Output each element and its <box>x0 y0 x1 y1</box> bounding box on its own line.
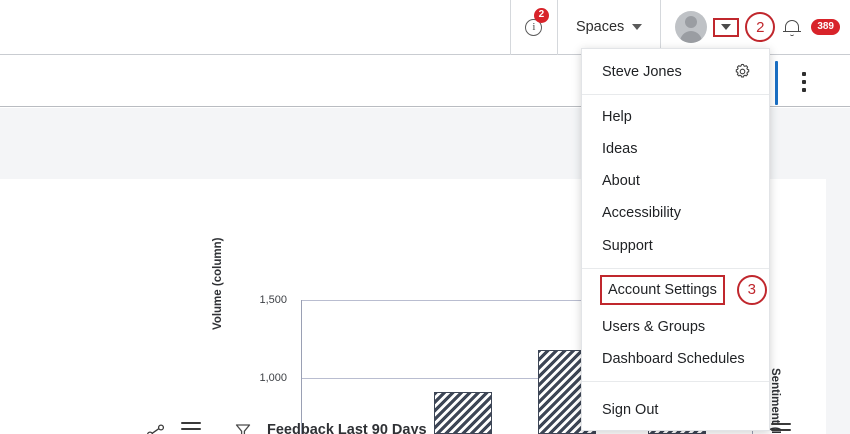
header-divider-left <box>509 0 511 55</box>
bar-1[interactable] <box>434 392 492 434</box>
menu-user-name: Steve Jones <box>602 63 682 80</box>
menu-group-bottom: Sign Out <box>582 388 769 426</box>
filter-icon[interactable] <box>234 422 252 434</box>
menu-item-about[interactable]: About <box>602 173 640 190</box>
menu-group-mid: Users & Groups Dashboard Schedules <box>582 305 769 375</box>
top-header-bar: i 2 Spaces 2 389 <box>0 0 850 55</box>
menu-item-support[interactable]: Support <box>602 237 653 254</box>
chart-menu-icon[interactable] <box>771 423 791 434</box>
active-tab-accent <box>775 61 778 105</box>
menu-row-account-settings: Account Settings 3 <box>582 274 769 305</box>
y-axis-line <box>301 300 302 434</box>
menu-item-sign-out[interactable]: Sign Out <box>602 402 659 418</box>
chevron-down-icon <box>632 24 643 30</box>
gear-icon[interactable] <box>734 63 751 80</box>
kebab-menu-icon[interactable] <box>802 72 806 92</box>
step-marker-2: 2 <box>745 12 776 42</box>
chevron-down-icon <box>721 24 732 30</box>
menu-item-dashboard-schedules[interactable]: Dashboard Schedules <box>602 350 745 367</box>
menu-item-help[interactable]: Help <box>602 109 632 125</box>
bell-icon[interactable] <box>783 18 802 37</box>
user-menu-toggle[interactable] <box>713 17 740 37</box>
bell-clapper <box>790 33 795 36</box>
y-axis-title: Volume (column) <box>212 237 224 330</box>
menu-group-top: Help Ideas About Accessibility Support <box>582 95 769 262</box>
notification-count-badge[interactable]: 389 <box>811 18 840 36</box>
menu-divider-1 <box>582 267 769 269</box>
gridline-1000 <box>301 378 753 379</box>
bell-rim <box>783 30 802 33</box>
list-view-icon[interactable] <box>181 422 201 434</box>
spaces-menu-button[interactable]: Spaces <box>558 0 660 55</box>
share-icon[interactable] <box>146 422 166 434</box>
menu-header-user[interactable]: Steve Jones <box>582 49 769 95</box>
menu-item-ideas[interactable]: Ideas <box>602 141 638 158</box>
menu-item-account-settings[interactable]: Account Settings <box>600 274 725 305</box>
gridline-1500 <box>301 300 753 301</box>
bell-body <box>785 19 800 32</box>
info-button[interactable]: i 2 <box>511 0 557 55</box>
header-divider-mid <box>556 0 558 55</box>
y-axis-tick-1500: 1,500 <box>259 294 287 306</box>
y-axis-tick-1000: 1,000 <box>259 372 287 384</box>
menu-divider-2 <box>582 381 769 382</box>
y-axis-title-right: Sentiment (line) <box>769 368 781 434</box>
card-title: Feedback Last 90 Days <box>267 422 427 434</box>
user-dropdown-menu: Steve Jones Help Ideas About Accessibili… <box>581 48 770 432</box>
header-divider-right <box>660 0 662 55</box>
menu-item-accessibility[interactable]: Accessibility <box>602 205 681 222</box>
user-menu-zone: 2 389 <box>661 0 850 55</box>
avatar[interactable] <box>675 11 708 43</box>
spaces-label: Spaces <box>575 19 625 35</box>
info-badge: 2 <box>533 7 549 23</box>
step-marker-3: 3 <box>736 274 767 305</box>
menu-item-users-groups[interactable]: Users & Groups <box>602 318 706 335</box>
